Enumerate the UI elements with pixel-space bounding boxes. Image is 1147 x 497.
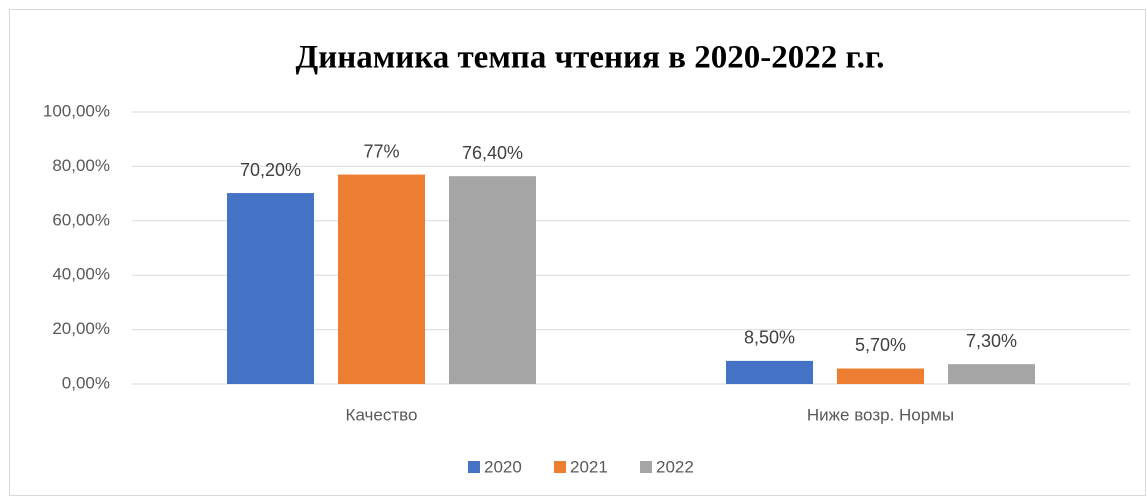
- legend-swatch: [640, 461, 652, 473]
- legend-label: 2020: [484, 457, 522, 476]
- legend-label: 2022: [656, 457, 694, 476]
- y-tick-label: 40,00%: [52, 265, 110, 284]
- value-label: 7,30%: [966, 331, 1017, 351]
- y-tick-label: 60,00%: [52, 210, 110, 229]
- value-label: 76,40%: [462, 143, 523, 163]
- value-label: 70,20%: [240, 160, 301, 180]
- chart-border: [9, 9, 1146, 496]
- value-label: 8,50%: [744, 328, 795, 348]
- chart-title: Динамика темпа чтения в 2020-2022 г.г.: [295, 40, 884, 76]
- bar: [338, 174, 425, 384]
- legend-swatch: [468, 461, 480, 473]
- bar: [726, 360, 813, 384]
- value-label: 5,70%: [855, 335, 906, 355]
- legend-swatch: [554, 461, 566, 473]
- y-tick-label: 100,00%: [43, 101, 110, 120]
- x-tick-label: Качество: [346, 405, 418, 424]
- y-tick-label: 0,00%: [62, 373, 110, 392]
- x-tick-label: Ниже возр. Нормы: [807, 405, 954, 424]
- value-label: 77%: [363, 141, 399, 161]
- y-tick-label: 80,00%: [52, 156, 110, 175]
- legend-label: 2021: [570, 457, 608, 476]
- bar: [449, 176, 536, 384]
- y-tick-label: 20,00%: [52, 319, 110, 338]
- bar: [948, 364, 1035, 384]
- bar: [227, 193, 314, 384]
- bar: [837, 368, 924, 384]
